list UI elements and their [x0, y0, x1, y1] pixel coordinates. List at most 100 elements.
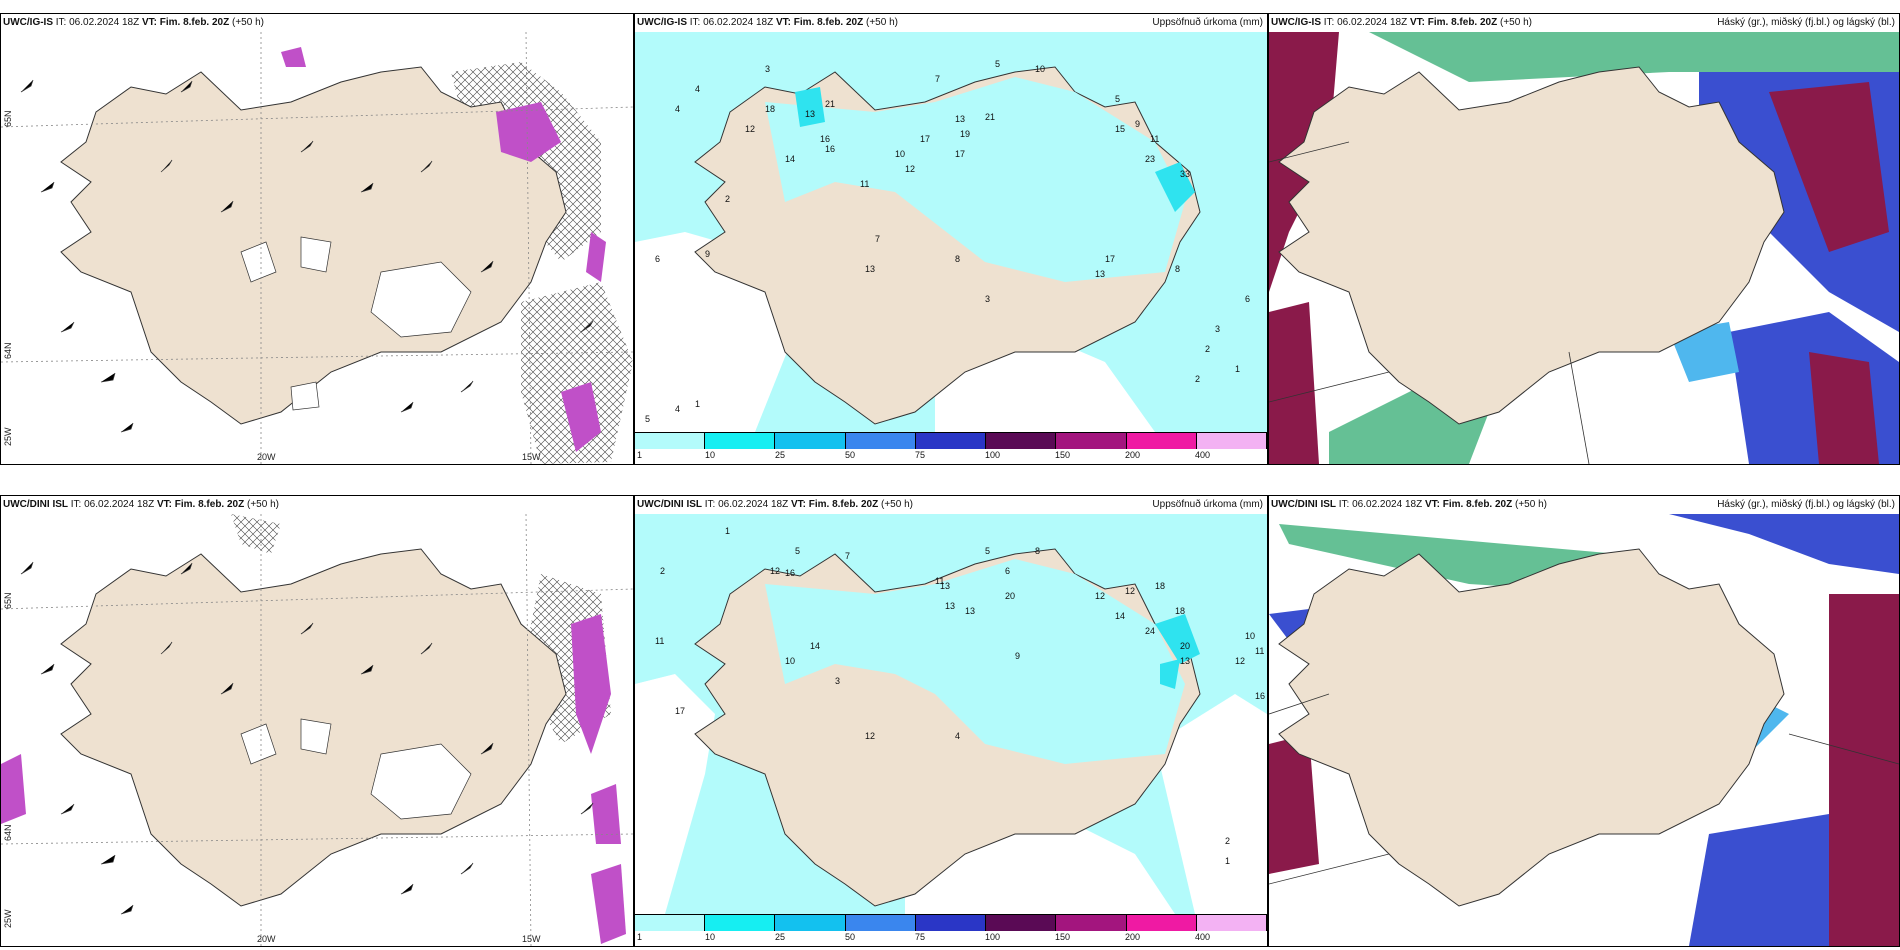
lon-20w-label: 20W [257, 452, 276, 462]
svg-text:12: 12 [1095, 591, 1105, 601]
svg-text:14: 14 [1115, 611, 1125, 621]
colorbar-cell [845, 433, 916, 449]
colorbar-cell [775, 915, 846, 931]
svg-text:12: 12 [745, 124, 755, 134]
svg-text:23: 23 [1145, 154, 1155, 164]
svg-text:5: 5 [795, 546, 800, 556]
svg-text:5: 5 [645, 414, 650, 424]
svg-text:20: 20 [1005, 591, 1015, 601]
svg-text:12: 12 [865, 731, 875, 741]
precip-over-land [765, 559, 1185, 764]
lat-65n-label: 65N [3, 592, 13, 609]
precip-values: 1 2 5 12 16 13 14 10 7 11 12 14 12 13 18… [655, 526, 1265, 866]
svg-text:21: 21 [985, 112, 995, 122]
colorbar-cell [986, 433, 1057, 449]
colorbar-cell [635, 433, 706, 449]
svg-text:2: 2 [660, 566, 665, 576]
wind-barbs [20, 561, 594, 915]
grid-lines [1, 32, 633, 464]
svg-text:9: 9 [705, 249, 710, 259]
colorbar-label: 400 [1195, 450, 1211, 460]
svg-text:12: 12 [1235, 656, 1245, 666]
colorbar-cell [1056, 915, 1127, 931]
svg-text:5: 5 [985, 546, 990, 556]
svg-text:10: 10 [895, 149, 905, 159]
colorbar: 1 10 25 50 75 100 150 200 400 [635, 432, 1267, 464]
colorbar-label: 25 [775, 450, 786, 460]
svg-text:12: 12 [770, 566, 780, 576]
svg-text:24: 24 [1145, 626, 1155, 636]
hatch-area [521, 282, 633, 464]
svg-text:18: 18 [765, 104, 775, 114]
glacier [370, 743, 472, 820]
svg-text:16: 16 [785, 568, 795, 578]
svg-text:2: 2 [1225, 836, 1230, 846]
glacier [240, 723, 277, 765]
svg-text:17: 17 [920, 134, 930, 144]
colorbar-cell [845, 915, 916, 931]
lat-65n-label: 65N [3, 110, 13, 127]
cloud-map [1269, 514, 1899, 946]
panel-precip-dini: UWC/DINI ISL IT: 06.02.2024 18Z VT: Fim.… [634, 495, 1268, 947]
grid-lines [1269, 693, 1899, 885]
svg-text:20: 20 [1180, 641, 1190, 651]
svg-text:18: 18 [1155, 581, 1165, 591]
svg-text:11: 11 [1255, 646, 1264, 656]
svg-text:5: 5 [995, 59, 1000, 69]
colorbar-label: 100 [985, 932, 1001, 942]
svg-text:13: 13 [865, 264, 875, 274]
lat-64n-label: 64N [3, 824, 13, 841]
colorbar-cell [775, 433, 846, 449]
wind-map [1, 32, 633, 464]
svg-text:11: 11 [1150, 134, 1159, 144]
svg-text:19: 19 [960, 129, 970, 139]
colorbar-label: 150 [1055, 450, 1071, 460]
colorbar-cell [705, 915, 776, 931]
magenta-area [591, 784, 621, 844]
colorbar-cells [635, 914, 1267, 931]
panel-title: Háský (gr.), miðský (fj.bl.) og lágský (… [1717, 499, 1895, 510]
panel-title: Uppsöfnuð úrkoma (mm) [1152, 17, 1263, 28]
hatch-area [231, 514, 281, 554]
svg-text:4: 4 [695, 84, 700, 94]
svg-text:14: 14 [810, 641, 820, 651]
precip-high [795, 87, 825, 127]
colorbar-label: 1 [637, 932, 643, 942]
svg-text:10: 10 [785, 656, 795, 666]
colorbar-cell [705, 433, 776, 449]
magenta-area [571, 614, 611, 754]
grid-lines [1269, 141, 1590, 464]
colorbar-label: 75 [915, 450, 926, 460]
svg-text:2: 2 [1205, 344, 1210, 354]
colorbar-label: 25 [775, 932, 786, 942]
svg-text:3: 3 [765, 64, 770, 74]
colorbar-cell [986, 915, 1057, 931]
panel-clouds-igis: UWC/IG-IS IT: 06.02.2024 18Z VT: Fim. 8.… [1268, 13, 1900, 465]
svg-text:2: 2 [1195, 374, 1200, 384]
colorbar-cell [915, 915, 987, 931]
svg-text:6: 6 [655, 254, 660, 264]
colorbar-label: 10 [705, 932, 716, 942]
colorbar-label: 50 [845, 932, 856, 942]
svg-text:15: 15 [1115, 124, 1125, 134]
panel-clouds-dini: UWC/DINI ISL IT: 06.02.2024 18Z VT: Fim.… [1268, 495, 1900, 947]
glacier [240, 241, 277, 283]
svg-text:9: 9 [1015, 651, 1020, 661]
cloud-dark [1769, 82, 1889, 252]
glacier [290, 381, 320, 411]
panel-header: UWC/DINI ISL IT: 06.02.2024 18Z VT: Fim.… [637, 499, 913, 510]
svg-text:4: 4 [675, 104, 680, 114]
iceland-land [1278, 548, 1785, 907]
svg-text:13: 13 [1180, 656, 1190, 666]
precip-map: 4 3 7 5 10 12 13 21 16 18 17 19 13 21 17… [635, 32, 1267, 432]
cloud-dark [1269, 302, 1319, 464]
colorbar-label: 10 [705, 450, 716, 460]
svg-text:6: 6 [1005, 566, 1010, 576]
precip-values: 4 3 7 5 10 12 13 21 16 18 17 19 13 21 17… [645, 59, 1250, 424]
svg-text:13: 13 [805, 109, 815, 119]
colorbar: 1 10 25 50 75 100 150 200 400 [635, 914, 1267, 946]
svg-text:16: 16 [820, 134, 830, 144]
svg-text:2: 2 [725, 194, 730, 204]
svg-text:13: 13 [965, 606, 975, 616]
precip-over-land [765, 77, 1185, 282]
